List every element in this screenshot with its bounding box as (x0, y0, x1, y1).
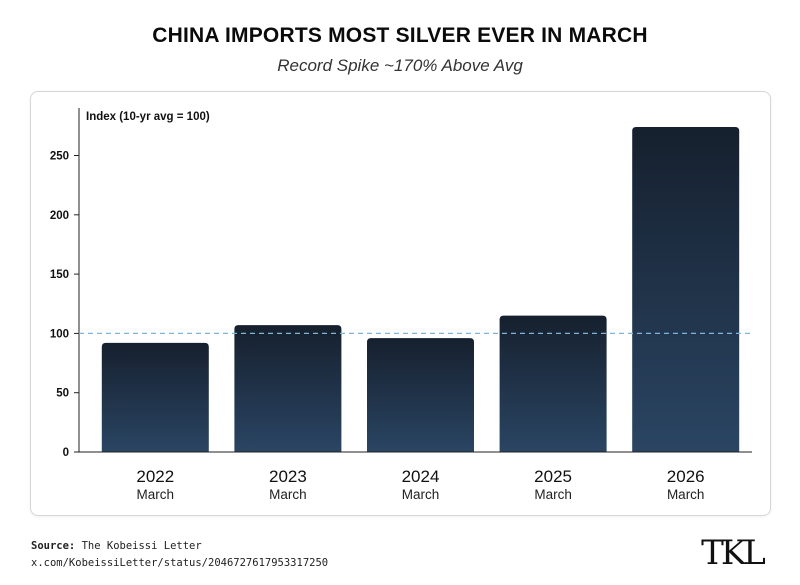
x-sub-label: March (137, 487, 175, 502)
y-tick-label: 200 (50, 210, 69, 222)
source-label: Source: (31, 540, 76, 552)
y-tick-label: 0 (63, 447, 69, 459)
bar (632, 127, 740, 453)
x-tick-label: 2024 (402, 467, 440, 486)
x-tick-label: 2023 (269, 467, 307, 486)
logo-text: TKL (701, 533, 765, 568)
bar (367, 338, 474, 452)
bar (499, 315, 607, 452)
x-tick-label: 2022 (136, 467, 174, 486)
chart-panel: Index (10-yr avg = 100) 0 50 100 150 200 250 … (30, 91, 771, 516)
y-tick-label: 150 (50, 269, 69, 281)
x-tick-label: 2026 (667, 467, 705, 486)
x-axis: 2022March2023March2024March2025March2026… (79, 451, 752, 502)
y-axis-label: Index (10-yr avg = 100) (86, 111, 210, 123)
y-tick-label: 250 (50, 151, 69, 163)
bar (234, 325, 342, 452)
chart-subtitle: Record Spike ~170% Above Avg (277, 56, 523, 75)
x-sub-label: March (534, 487, 572, 502)
x-tick-label: 2025 (534, 467, 572, 486)
bar-chart: Index (10-yr avg = 100) 050100150200250 … (50, 108, 752, 502)
y-tick-label: 100 (50, 328, 69, 340)
bar (101, 342, 209, 452)
x-sub-label: March (269, 487, 307, 502)
y-axis: 0 50 100 150 200 250 (50, 108, 80, 459)
source-value: The Kobeissi Letter (81, 540, 202, 552)
x-sub-label: March (667, 487, 705, 502)
x-sub-label: March (402, 487, 440, 502)
y-tick-label: 50 (56, 388, 69, 400)
bars-group (101, 127, 740, 453)
tkl-logo: TKL (701, 533, 768, 568)
chart-title: CHINA IMPORTS MOST SILVER EVER IN MARCH (152, 24, 648, 47)
source-note: Source: The Kobeissi Letter x.com/Kobeis… (31, 538, 328, 572)
source-url[interactable]: x.com/KobeissiLetter/status/204672761795… (31, 557, 329, 569)
